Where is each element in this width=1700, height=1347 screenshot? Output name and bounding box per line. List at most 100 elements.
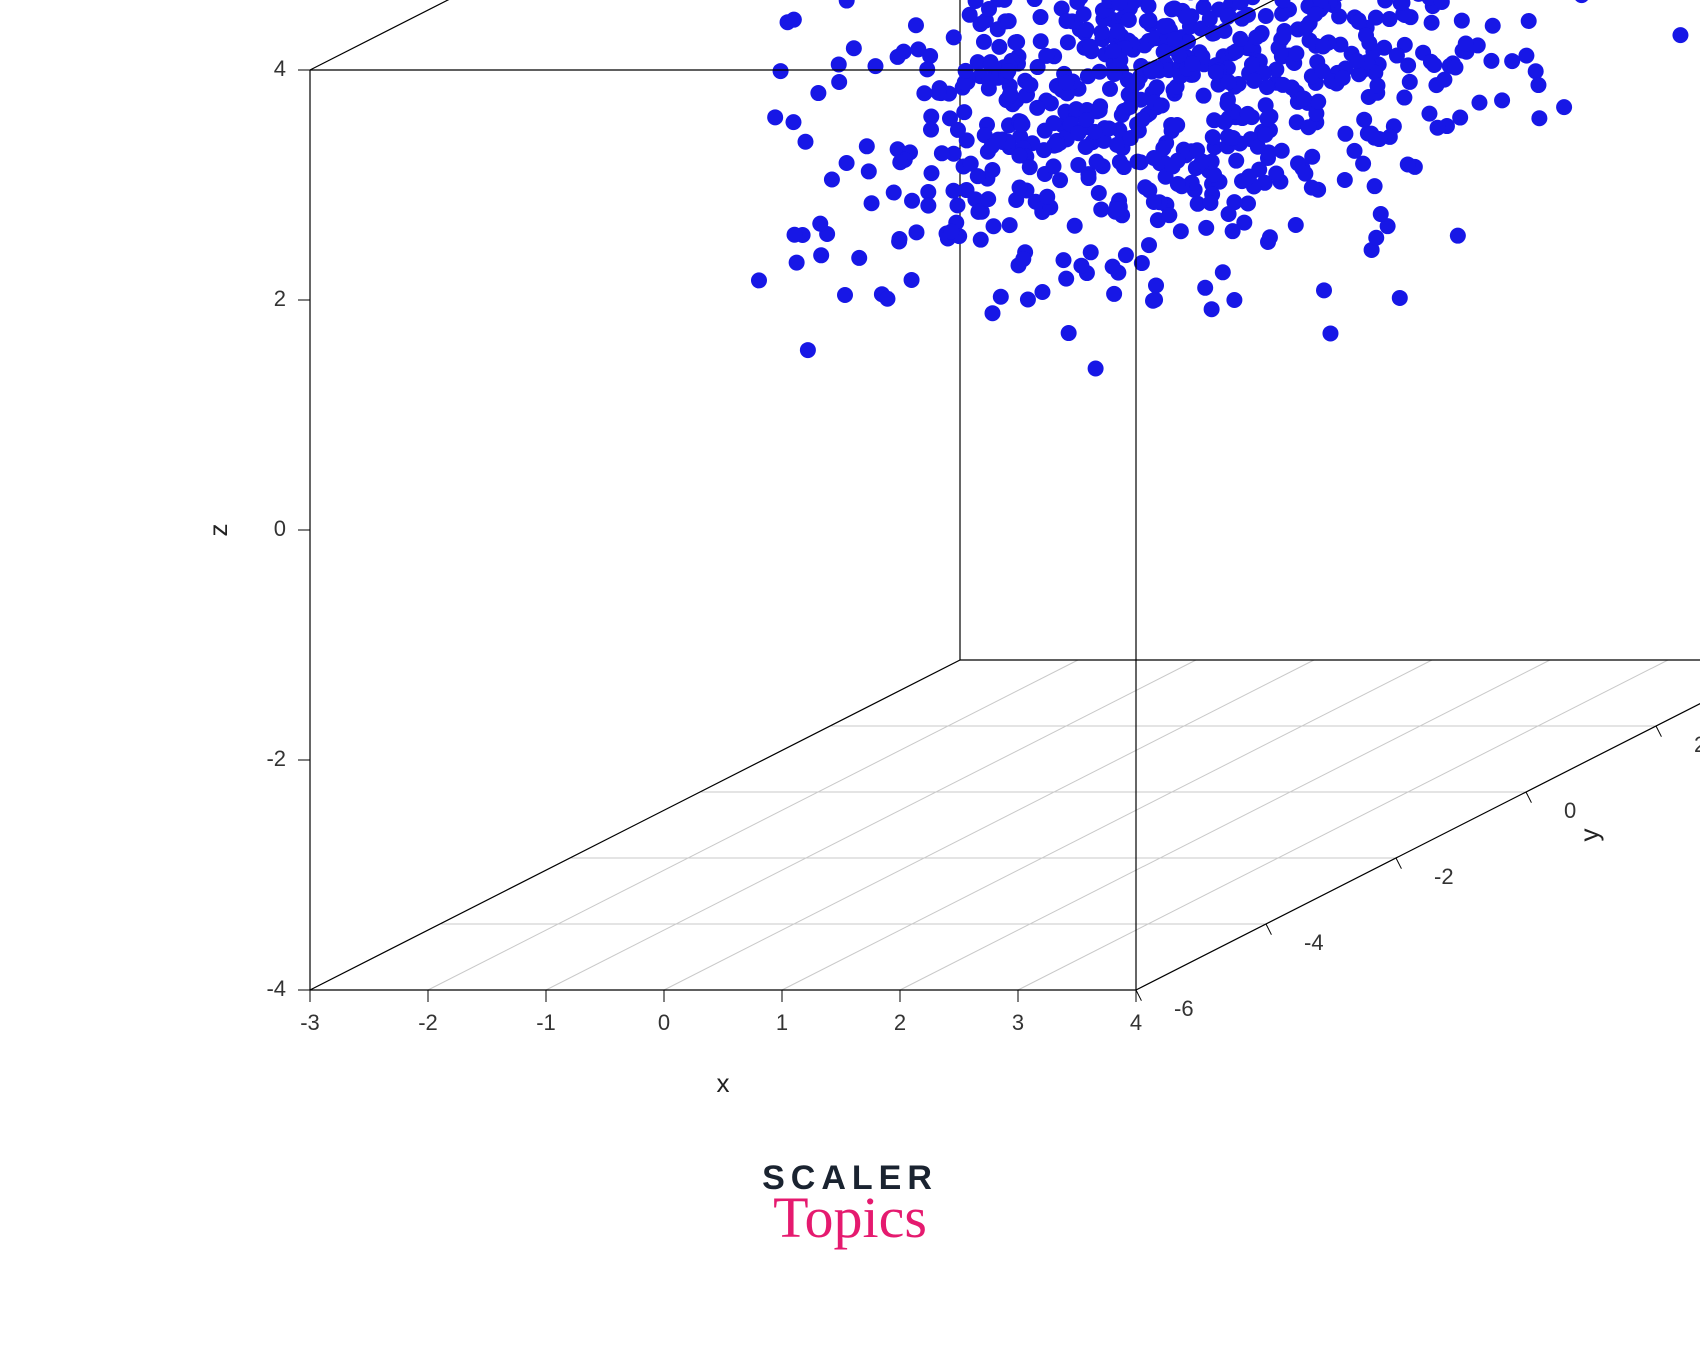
scatter-point: [963, 156, 979, 172]
scatter-point: [1518, 48, 1534, 64]
scatter-point: [1205, 129, 1221, 145]
x-tick-label: -3: [300, 1010, 320, 1035]
scatter-point: [1081, 170, 1097, 186]
z-tick-label: 4: [274, 56, 286, 81]
scatter-point: [1060, 34, 1076, 50]
scatter-point: [1015, 251, 1031, 267]
scatter-point: [1202, 11, 1218, 27]
scatter-point: [1268, 166, 1284, 182]
scatter-point: [1141, 237, 1157, 253]
scatter-point: [1144, 64, 1160, 80]
scatter-point: [1156, 44, 1172, 60]
scatter-point: [1101, 120, 1117, 136]
scatter-point: [1447, 59, 1463, 75]
scatter-point: [986, 218, 1002, 234]
scatter-point: [1367, 178, 1383, 194]
scatter-point: [861, 163, 877, 179]
scatter-point: [1368, 230, 1384, 246]
scatter-point: [1197, 280, 1213, 296]
x-tick-label: 0: [658, 1010, 670, 1035]
scatter-point: [891, 233, 907, 249]
x-tick-label: 1: [776, 1010, 788, 1035]
scatter-point: [773, 63, 789, 79]
scatter-point: [1000, 63, 1016, 79]
scatter-point: [767, 109, 783, 125]
scatter-point: [1109, 137, 1125, 153]
scatter-point: [985, 305, 1001, 321]
scatter-point: [1070, 125, 1086, 141]
scatter-point: [879, 291, 895, 307]
scatter-point: [1046, 158, 1062, 174]
scatter-point: [1052, 172, 1068, 188]
scatter-point: [916, 85, 932, 101]
scatter-point: [1290, 155, 1306, 171]
z-axis-title: z: [203, 524, 233, 537]
scatter-point: [1396, 90, 1412, 106]
scatter-point: [813, 247, 829, 263]
scatter-point: [1315, 38, 1331, 54]
scatter-point: [785, 114, 801, 130]
scatter-point: [1208, 64, 1224, 80]
brand-logo-bottom: Topics: [762, 1189, 938, 1247]
brand-logo: SCALER Topics: [762, 1161, 938, 1247]
scatter-point: [812, 216, 828, 232]
scatter-point: [1471, 95, 1487, 111]
x-tick-label: 4: [1130, 1010, 1142, 1035]
scatter-point: [824, 172, 840, 188]
scatter-point: [1046, 115, 1062, 131]
scatter-point: [1217, 114, 1233, 130]
scatter-point: [1672, 27, 1688, 43]
scatter-point: [787, 227, 803, 243]
scatter-point: [1022, 77, 1038, 93]
scatter-point: [1485, 18, 1501, 34]
scatter-point: [931, 85, 947, 101]
scatter-point: [839, 0, 855, 9]
scatter-point: [1092, 64, 1108, 80]
scatter-point: [1033, 9, 1049, 25]
scatter-point: [1258, 8, 1274, 24]
scatter-point: [851, 250, 867, 266]
scatter-point: [867, 58, 883, 74]
z-tick-label: 2: [274, 286, 286, 311]
scatter-point: [976, 34, 992, 50]
scatter-point: [1146, 150, 1162, 166]
floor-grid: [310, 660, 1700, 990]
scatter-point: [1073, 258, 1089, 274]
scatter-point: [1106, 43, 1122, 59]
y-axis-title: y: [1574, 829, 1604, 842]
scatter-point: [1246, 73, 1262, 89]
scatter-point: [1351, 14, 1367, 30]
scatter-point: [1310, 94, 1326, 110]
scatter-point: [837, 287, 853, 303]
scatter-point: [1109, 201, 1125, 217]
scatter-point: [1002, 86, 1018, 102]
scatter-point: [983, 55, 999, 71]
scatter-point: [1402, 74, 1418, 90]
scatter-point: [1067, 218, 1083, 234]
scatter-point: [1105, 259, 1121, 275]
scatter-point: [946, 29, 962, 45]
scatter-point: [1400, 156, 1416, 172]
scatter-point: [1092, 102, 1108, 118]
scatter-point: [1093, 201, 1109, 217]
scatter-point: [1458, 35, 1474, 51]
scatter-point: [1130, 154, 1146, 170]
scatter-point: [1058, 75, 1074, 91]
scatter-point: [1030, 59, 1046, 75]
scatter-point: [1091, 185, 1107, 201]
scatter-point: [1002, 217, 1018, 233]
scatter-point: [810, 85, 826, 101]
scatter-point: [1087, 124, 1103, 140]
scatter-point: [890, 49, 906, 65]
scatter-point: [904, 193, 920, 209]
scatter-point: [1298, 20, 1314, 36]
scatter-point: [1106, 286, 1122, 302]
scatter-point: [1194, 154, 1210, 170]
scatter-point: [970, 204, 986, 220]
scatter-point: [1170, 176, 1186, 192]
scatter-point: [1165, 158, 1181, 174]
scatter-point: [1156, 18, 1172, 34]
scatter-point: [1020, 292, 1036, 308]
scatter-point: [1225, 130, 1241, 146]
scatter-point: [1102, 81, 1118, 97]
